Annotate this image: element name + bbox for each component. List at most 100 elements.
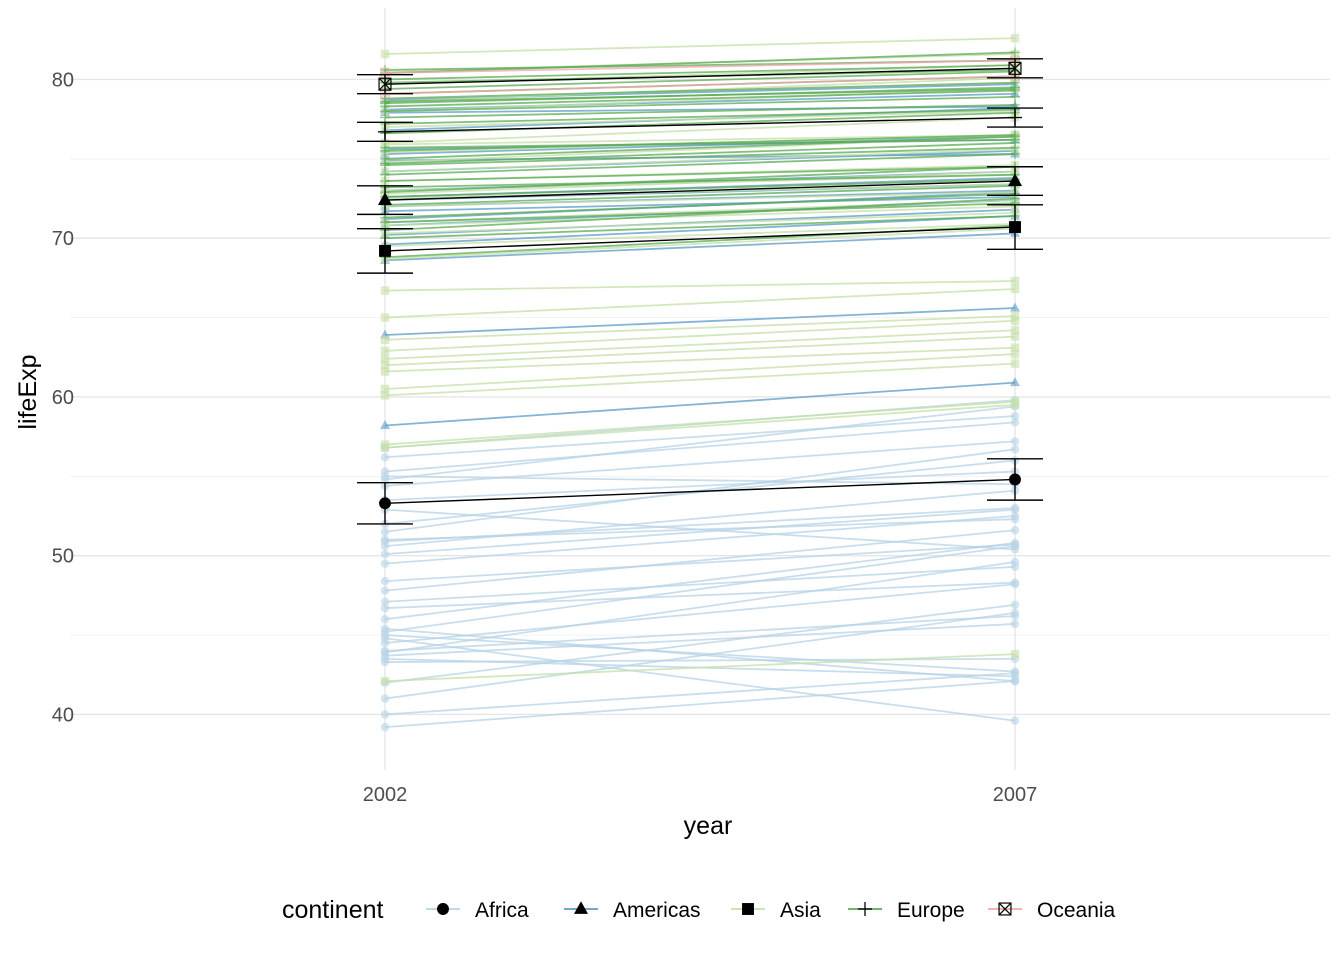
country-point [1010,332,1020,341]
country-point [380,597,390,606]
legend-item-asia: Asia [731,899,821,922]
country-point [380,586,390,595]
country-line [384,59,1016,74]
mean-point [1008,173,1022,186]
y-tick-label: 50 [52,546,74,568]
legend-item-oceania: Oceania [988,899,1116,922]
country-line [384,623,1016,657]
y-tick-label: 40 [52,704,74,726]
country-line [384,459,1016,525]
country-point [380,722,390,732]
country-line [384,637,1016,722]
x-axis-title: year [684,812,733,840]
country-line [384,192,1016,219]
country-line [384,565,1016,603]
country-line [384,116,1016,144]
country-point [1010,540,1020,549]
country-point [380,335,390,345]
country-point [1010,284,1020,294]
x-tick-label: 2002 [363,784,408,806]
country-line [384,96,1016,113]
country-point [1010,611,1020,621]
country-point [380,453,390,462]
country-point [380,384,390,394]
country-line [384,653,1016,682]
country-line [384,88,1016,103]
country-line [384,75,1016,95]
legend-label: Americas [613,899,701,922]
country-point [380,440,390,449]
country-point [1010,316,1020,325]
country-point [380,648,390,657]
country-line [384,346,1016,373]
country-line [384,165,1016,182]
country-line [384,680,1016,729]
country-line [384,604,1016,684]
country-point [1010,83,1020,94]
country-point [1010,445,1020,454]
country-line [384,196,1016,213]
legend-label: Asia [780,899,821,922]
country-point [1010,578,1020,587]
country-point [380,160,390,171]
country-line [384,227,1016,260]
country-line [384,138,1016,149]
country-point [380,142,390,153]
country-point [1010,302,1020,312]
country-line [384,627,1016,682]
country-point [1010,377,1020,387]
country-line [384,223,1016,248]
legend-label: Africa [475,899,529,922]
country-line [384,415,1016,459]
country-line [384,51,1016,74]
country-point [1010,276,1020,286]
mean-africa [357,458,1043,525]
country-line [384,146,1016,167]
country-line [384,184,1016,206]
country-line [384,403,1016,449]
country-line [384,178,1016,198]
country-line [384,518,1016,541]
country-line [384,470,1016,502]
country-point [380,676,390,686]
mean-point [379,244,391,257]
country-line [384,108,1016,125]
country-line [384,173,1016,189]
country-point [1010,397,1020,406]
country-point [380,527,390,537]
country-point [1010,349,1020,359]
mean-asia [357,204,1043,274]
series-asia [380,33,1020,686]
country-point [380,627,390,637]
mean-point [379,497,391,510]
axes: year lifeExp 40 50 60 70 80 2002 2007 [14,69,1037,840]
country-point [380,603,390,613]
country-line [384,489,1016,548]
country-line [384,191,1016,208]
country-point [380,710,390,719]
mean-series [357,58,1043,525]
mean-point [1008,110,1022,125]
country-point [380,367,390,376]
mean-point [1008,61,1022,75]
country-point [1010,33,1020,43]
country-point [380,286,390,295]
country-line [384,205,1016,227]
country-point [380,633,390,643]
country-line [384,634,1016,673]
mean-line [384,478,1016,504]
country-point [380,169,390,180]
country-point [1010,503,1020,513]
country-point [380,360,390,370]
country-line [384,381,1016,427]
country-line [384,64,1016,81]
country-line [384,103,1016,119]
mean-oceania [357,58,1043,95]
legend-key-marker [742,903,754,915]
country-line [384,421,1016,473]
country-point [380,576,390,586]
country-line [384,515,1016,565]
country-line [384,508,1016,555]
country-line [384,543,1016,582]
series-africa [380,395,1020,732]
